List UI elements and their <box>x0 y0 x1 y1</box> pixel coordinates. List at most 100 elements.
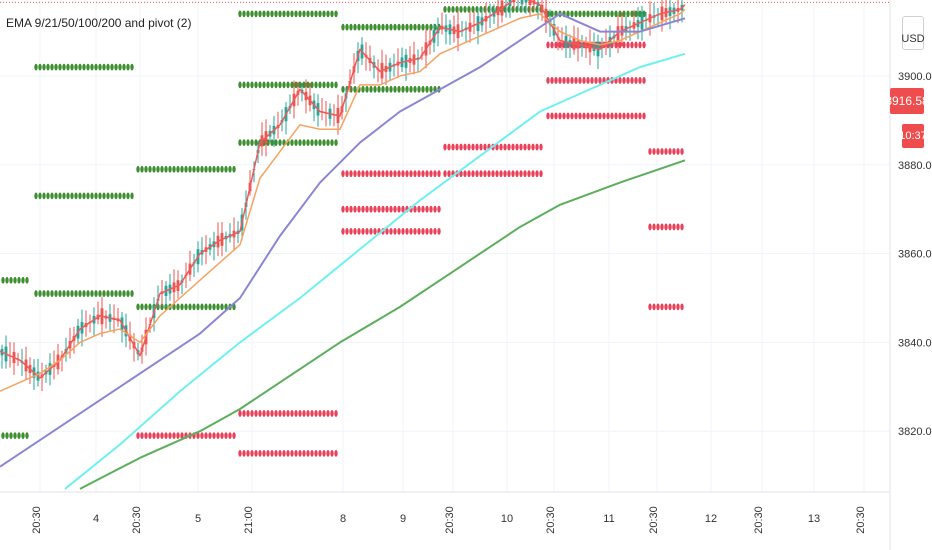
pivot-dot <box>254 10 258 18</box>
pivot-dot <box>429 205 433 213</box>
pivot-dot <box>421 170 425 178</box>
pivot-dot <box>278 81 282 89</box>
pivot-dot <box>278 10 282 18</box>
pivot-dot <box>330 10 334 18</box>
pivot-dot <box>393 85 397 93</box>
pivot-dot <box>322 450 326 457</box>
pivot-dot <box>413 205 417 213</box>
pivot-dot <box>393 228 397 235</box>
pivot-dot <box>648 223 652 231</box>
pivot-resistance <box>341 23 441 31</box>
pivot-dot <box>570 112 574 120</box>
pivot-dot <box>114 192 118 200</box>
pivot-dot <box>242 81 246 89</box>
pivot-dot <box>238 139 242 147</box>
pivot-dot <box>385 228 389 235</box>
candle <box>584 36 588 58</box>
pivot-dot <box>455 143 459 151</box>
pivot-dot <box>668 223 672 231</box>
pivot-dot <box>610 10 614 18</box>
candle <box>596 34 600 70</box>
pivot-dot <box>503 170 507 178</box>
pivot-dot <box>270 81 274 89</box>
pivot-dot <box>38 192 42 200</box>
pivot-support <box>546 77 646 84</box>
pivot-dot <box>58 192 62 200</box>
pivot-dot <box>242 450 246 457</box>
pivot-dot <box>140 165 144 173</box>
pivot-dot <box>98 290 102 297</box>
pivot-dot <box>110 290 114 297</box>
pivot-dot <box>212 303 216 311</box>
price-axis[interactable]: 3820.003840.003860.003880.003900.003920.… <box>898 0 932 438</box>
indicator-title[interactable]: EMA 9/21/50/100/200 and pivot (2) <box>6 16 192 30</box>
pivot-dot <box>429 228 433 235</box>
pivot-dot <box>208 165 212 173</box>
pivot-dot <box>114 63 118 71</box>
pivot-dot <box>266 10 270 18</box>
pivot-dot <box>208 432 212 440</box>
pivot-dot <box>90 290 94 297</box>
pivot-dot <box>483 143 487 151</box>
pivot-dot <box>389 228 393 235</box>
pivot-dot <box>54 192 58 200</box>
pivot-dot <box>345 205 349 213</box>
pivot-dot <box>531 143 535 151</box>
pivot-dot <box>417 23 421 31</box>
candle <box>460 21 464 37</box>
pivot-dot <box>302 450 306 457</box>
pivot-dot <box>377 170 381 178</box>
pivot-dot <box>393 23 397 31</box>
x-tick-label: 12 <box>705 513 717 525</box>
candle <box>216 222 220 257</box>
pivot-dot <box>242 410 246 417</box>
pivot-dot <box>594 10 598 18</box>
pivot-dot <box>433 170 437 178</box>
pivot-dot <box>212 432 216 440</box>
pivot-dot <box>680 148 684 155</box>
pivot-dot <box>409 170 413 178</box>
pivot-dot <box>152 432 156 440</box>
pivot-support <box>341 205 441 213</box>
pivot-dot <box>341 23 345 31</box>
pivot-dot <box>196 303 200 311</box>
candle <box>4 335 8 369</box>
x-tick-label: 20:30 <box>444 506 456 534</box>
pivot-dot <box>78 63 82 71</box>
candle <box>496 0 500 29</box>
pivot-dot <box>326 139 330 147</box>
pivot-dot <box>437 170 441 178</box>
pivot-dot <box>405 23 409 31</box>
candle <box>652 3 656 25</box>
pivot-dot <box>626 41 630 49</box>
pivot-dot <box>258 410 262 417</box>
pivot-dot <box>204 165 208 173</box>
pivot-dot <box>630 77 634 84</box>
y-tick-label: 3880.00 <box>898 160 932 172</box>
pivot-dot <box>660 303 664 311</box>
pivot-dot <box>531 170 535 178</box>
time-axis[interactable]: 20:30 4 20:30 5 21:00 8 9 20:30 10 20:30 11 20:30 12… <box>31 506 867 534</box>
pivot-dot <box>62 290 66 297</box>
pivot-resistance <box>34 63 134 71</box>
pivot-dot <box>511 170 515 178</box>
pivot-dot <box>50 192 54 200</box>
pivot-dot <box>126 63 130 71</box>
pivot-dot <box>258 450 262 457</box>
pivot-dot <box>664 148 668 155</box>
pivot-dot <box>176 165 180 173</box>
pivot-dot <box>401 85 405 93</box>
pivot-dot <box>46 192 50 200</box>
pivot-dot <box>622 41 626 49</box>
pivot-dot <box>353 228 357 235</box>
pivot-dot <box>594 77 598 84</box>
pivot-dot <box>126 290 130 297</box>
pivot-dot <box>602 10 606 18</box>
pivot-dot <box>606 10 610 18</box>
pivot-dot <box>471 5 475 13</box>
pivot-dot <box>46 63 50 71</box>
currency-button[interactable]: USD <box>901 16 925 50</box>
pivot-dot <box>326 450 330 457</box>
pivot-dot <box>70 290 74 297</box>
